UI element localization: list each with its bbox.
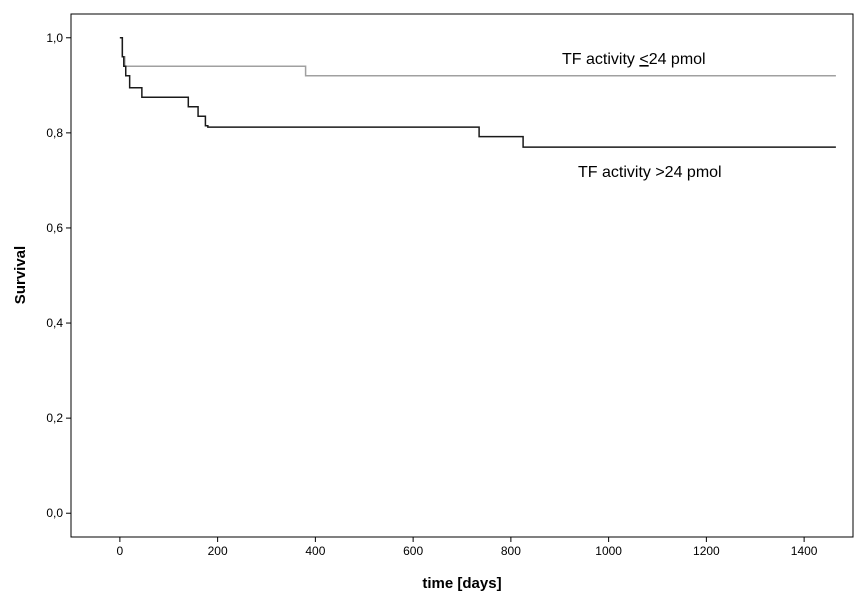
y-tick-label: 0,8	[46, 126, 63, 140]
y-tick-label: 0,0	[46, 506, 63, 520]
x-tick-label: 400	[305, 544, 325, 558]
x-tick-label: 200	[208, 544, 228, 558]
series-label-high: TF activity >24 pmol	[578, 164, 722, 181]
x-tick-label: 1000	[595, 544, 622, 558]
y-axis-ticks: 0,0 0,2 0,4 0,6 0,8 1,0	[46, 31, 71, 520]
x-tick-label: 600	[403, 544, 423, 558]
x-tick-label: 1400	[791, 544, 818, 558]
y-axis-title: Survival	[12, 246, 29, 304]
series-label-low: TF activity <24 pmol	[562, 51, 706, 68]
y-tick-label: 1,0	[46, 31, 63, 45]
y-tick-label: 0,2	[46, 411, 63, 425]
x-tick-label: 800	[501, 544, 521, 558]
y-tick-label: 0,6	[46, 221, 63, 235]
x-tick-label: 1200	[693, 544, 720, 558]
x-axis-ticks: 0 200 400 600 800 1000 1200 1400	[117, 537, 818, 558]
series-lines	[119, 37, 836, 148]
x-tick-label: 0	[117, 544, 124, 558]
plot-area	[70, 13, 854, 538]
y-tick-label: 0,4	[46, 316, 63, 330]
series-line-high	[119, 37, 836, 148]
x-axis-title: time [days]	[422, 575, 501, 592]
